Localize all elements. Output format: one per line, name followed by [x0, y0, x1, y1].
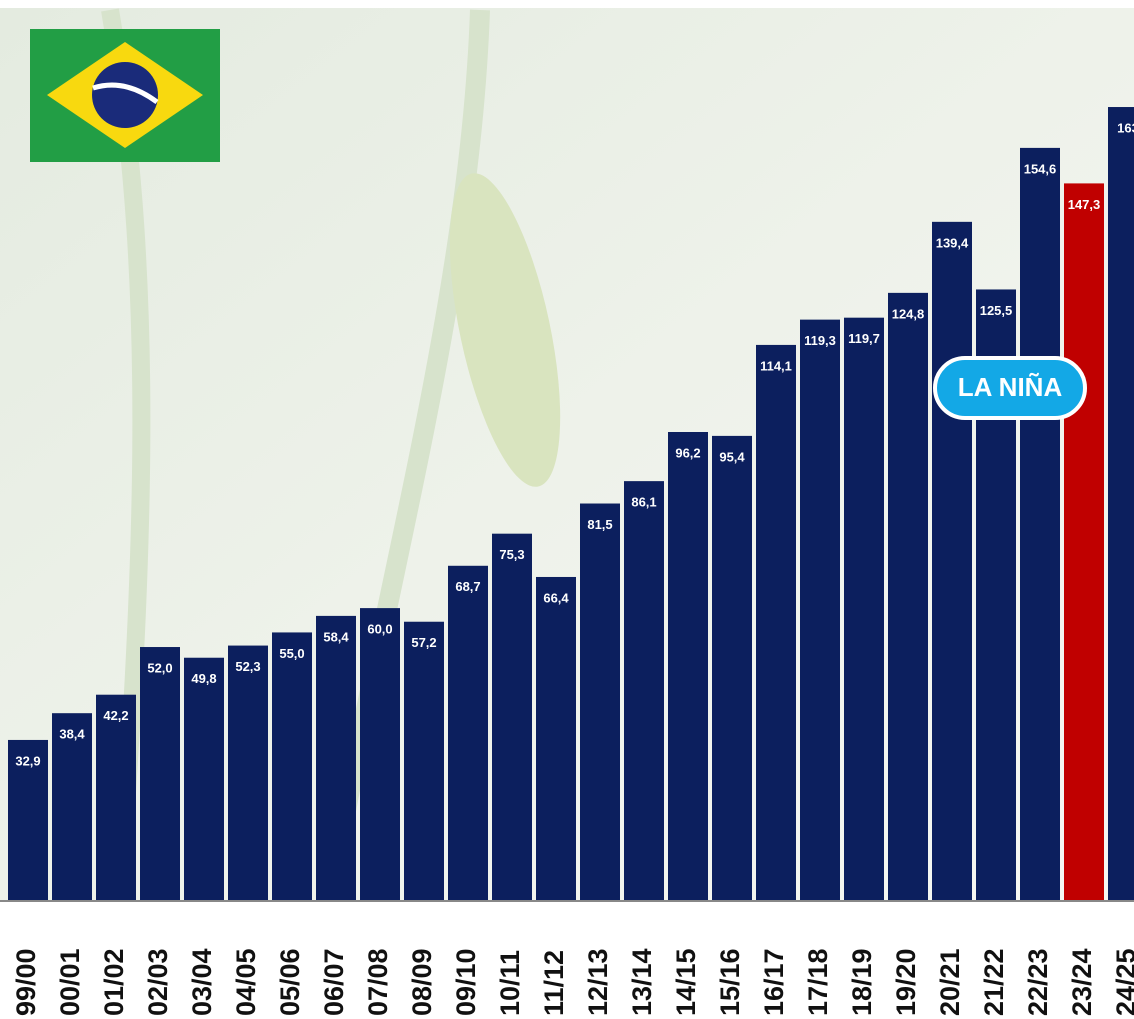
value-label: 42,2 — [103, 708, 128, 723]
x-tick-label: 14/15 — [671, 948, 701, 1016]
bar — [756, 344, 796, 900]
x-tick-label: 07/08 — [363, 948, 393, 1016]
bar — [184, 657, 224, 900]
x-tick-label: 10/11 — [495, 950, 525, 1016]
x-tick-label: 18/19 — [847, 948, 877, 1016]
x-tick-label: 17/18 — [803, 948, 833, 1016]
value-label: 60,0 — [367, 622, 392, 637]
bar — [800, 319, 840, 901]
value-label: 125,5 — [980, 303, 1013, 318]
x-tick-label: 16/17 — [759, 948, 789, 1016]
value-label: 114,1 — [760, 358, 792, 373]
value-label: 124,8 — [892, 306, 925, 321]
value-label: 163 — [1117, 120, 1134, 135]
bar — [316, 615, 356, 900]
bar — [712, 435, 752, 900]
bar — [932, 221, 972, 901]
flag — [30, 29, 220, 162]
x-tick-label: 20/21 — [935, 948, 965, 1016]
bar — [668, 432, 708, 900]
value-label: 58,4 — [323, 629, 349, 644]
x-tick-label: 04/05 — [231, 948, 261, 1016]
x-tick-label: 19/20 — [891, 948, 921, 1016]
value-label: 81,5 — [587, 517, 612, 532]
value-label: 32,9 — [15, 753, 40, 768]
value-label: 68,7 — [455, 579, 480, 594]
value-label: 38,4 — [59, 727, 85, 742]
bar — [492, 533, 532, 900]
bar — [96, 694, 136, 900]
bar — [624, 481, 664, 900]
x-tick-label: 06/07 — [319, 948, 349, 1016]
value-label: 49,8 — [191, 671, 216, 686]
value-label: 95,4 — [719, 449, 745, 464]
value-label: 139,4 — [936, 235, 969, 250]
bar — [360, 608, 400, 900]
x-tick-label: 24/25 — [1111, 948, 1134, 1016]
annotation-bubble — [933, 356, 1087, 420]
bar — [888, 292, 928, 900]
annotation-text: LA NIÑA — [958, 372, 1063, 402]
x-tick-label: 05/06 — [275, 948, 305, 1016]
value-label: 52,3 — [235, 659, 260, 674]
bar — [140, 647, 180, 900]
bar — [52, 713, 92, 900]
bar — [404, 621, 444, 900]
bar — [844, 317, 884, 901]
value-label: 154,6 — [1024, 161, 1057, 176]
bar — [580, 503, 620, 900]
bar — [1108, 107, 1134, 900]
value-label: 66,4 — [543, 590, 569, 605]
x-tick-label: 00/01 — [55, 948, 85, 1016]
value-label: 75,3 — [499, 547, 524, 562]
value-label: 57,2 — [411, 635, 436, 650]
bar — [228, 645, 268, 900]
value-label: 86,1 — [631, 495, 656, 510]
x-tick-label: 03/04 — [187, 948, 217, 1016]
x-tick-label: 09/10 — [451, 948, 481, 1016]
x-tick-label: 13/14 — [627, 948, 657, 1016]
x-tick-label: 99/00 — [11, 948, 41, 1016]
bar — [1020, 147, 1060, 900]
value-label: 147,3 — [1068, 197, 1101, 212]
value-label: 119,7 — [848, 331, 880, 346]
bar — [272, 632, 312, 900]
x-tick-label: 01/02 — [99, 948, 129, 1016]
bar — [536, 576, 576, 900]
value-label: 96,2 — [675, 445, 700, 460]
x-tick-label: 02/03 — [143, 948, 173, 1016]
value-label: 52,0 — [147, 660, 172, 675]
bar — [1064, 183, 1104, 901]
value-label: 119,3 — [804, 333, 836, 348]
annotation: LA NIÑA — [933, 356, 1087, 420]
value-label: 55,0 — [279, 646, 304, 661]
x-tick-label: 15/16 — [715, 948, 745, 1016]
x-tick-label: 11/12 — [539, 950, 569, 1016]
bar — [8, 739, 48, 900]
x-tick-label: 21/22 — [979, 948, 1009, 1016]
bar — [448, 565, 488, 900]
x-tick-label: 23/24 — [1067, 948, 1097, 1016]
x-tick-label: 08/09 — [407, 948, 437, 1016]
x-tick-label: 12/13 — [583, 948, 613, 1016]
decor-pod — [449, 173, 561, 487]
x-tick-label: 22/23 — [1023, 948, 1053, 1016]
